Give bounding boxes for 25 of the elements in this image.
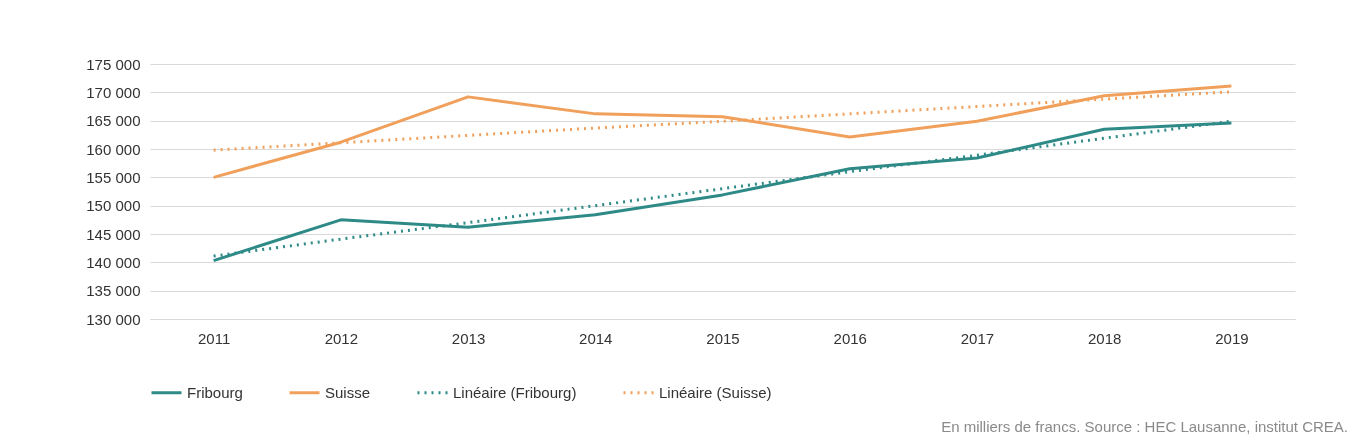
x-tick-label: 2018 [1087, 329, 1122, 347]
y-tick-label: 160 000 [86, 140, 141, 158]
y-tick-label: 155 000 [86, 168, 141, 186]
y-tick-label: 140 000 [86, 253, 141, 271]
text: En milliers de francs. Source : HEC Lausanne, institut CREA. [941, 418, 1348, 435]
legend-label: Suisse [325, 383, 371, 401]
x-tick-label: 2016 [833, 329, 867, 347]
legend-label: Fribourg [187, 383, 243, 401]
y-tick-label: 165 000 [86, 112, 141, 130]
y-tick-label: 145 000 [86, 225, 141, 243]
y-tick-label: 135 000 [86, 282, 141, 300]
x-tick-label: 2017 [960, 329, 995, 347]
legend-label: Linéaire (Suisse) [659, 383, 772, 401]
y-tick-label: 130 000 [86, 310, 141, 328]
x-tick-label: 2011 [197, 329, 231, 347]
x-tick-label: 2014 [579, 329, 613, 347]
y-tick-label: 170 000 [86, 83, 141, 101]
y-tick-label: 175 000 [86, 55, 141, 73]
x-tick-label: 2012 [324, 329, 359, 347]
y-tick-label: 150 000 [86, 197, 141, 215]
line-series [212, 84, 1233, 179]
x-tick-label: 2013 [451, 329, 486, 347]
x-tick-label: 2019 [1215, 329, 1249, 347]
x-tick-label: 2015 [706, 329, 740, 347]
legend-label: Linéaire (Fribourg) [453, 383, 577, 401]
